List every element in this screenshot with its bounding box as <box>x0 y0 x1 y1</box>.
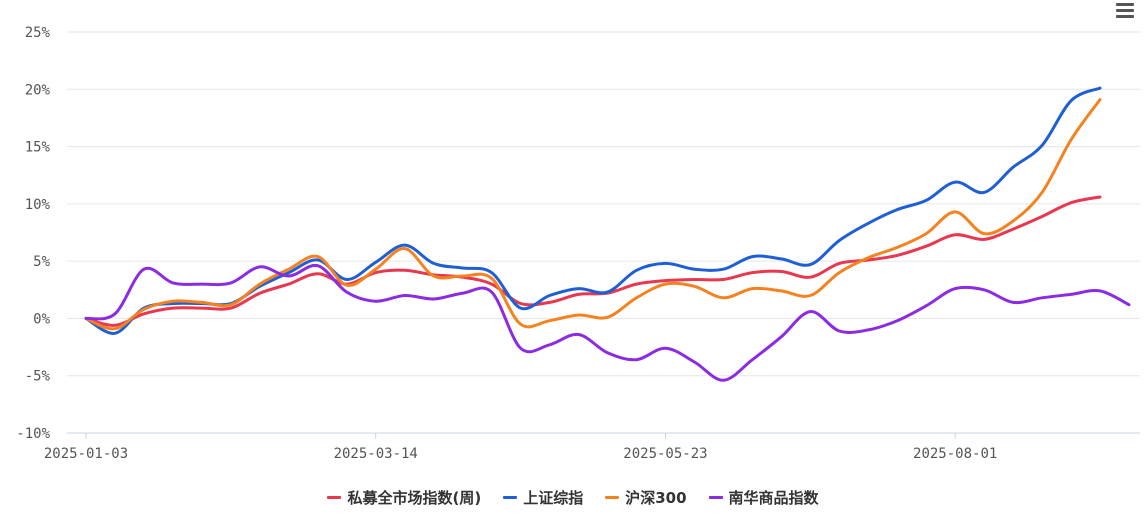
gridlines <box>67 31 1140 377</box>
x-tick-label: 2025-03-14 <box>334 446 418 462</box>
hamburger-menu-icon[interactable] <box>1114 2 1136 18</box>
legend-label: 沪深300 <box>625 488 687 507</box>
y-tick-label: 20% <box>25 82 51 98</box>
legend-label: 私募全市场指数(周) <box>347 488 482 507</box>
x-axis: 2025-01-03 2025-03-14 2025-05-23 2025-08-01 <box>44 432 1140 462</box>
series-line-private-fund-index <box>84 195 1102 327</box>
legend-label: 南华商品指数 <box>728 488 819 507</box>
series-line-shanghai-composite <box>84 86 1102 335</box>
y-tick-label: 10% <box>25 197 51 213</box>
legend-swatch <box>327 495 342 499</box>
legend-item-csi300[interactable]: 沪深300 <box>605 487 687 508</box>
y-axis-tick-labels: 25% 20% 15% 10% 5% 0% -5% -10% <box>16 25 50 442</box>
y-tick-label: 5% <box>33 254 50 270</box>
legend-swatch <box>708 495 723 499</box>
series-lines <box>84 86 1131 382</box>
series-line-csi300 <box>84 98 1102 331</box>
y-tick-label: 25% <box>25 25 51 41</box>
legend-swatch <box>605 495 620 499</box>
legend-label: 上证综指 <box>523 488 584 507</box>
legend: 私募全市场指数(周) 上证综指 沪深300 南华商品指数 <box>0 484 1146 510</box>
x-tick-label: 2025-08-01 <box>913 446 997 462</box>
line-chart: 25%20%15%10%5%0%-5%-10% 2025-01-03 2025-0… <box>16 25 1140 462</box>
x-tick-label: 2025-05-23 <box>623 446 707 462</box>
y-tick-label: 0% <box>33 311 50 327</box>
y-tick-label: 15% <box>25 140 51 156</box>
y-tick-label: -5% <box>25 369 51 385</box>
legend-item-shanghai-composite[interactable]: 上证综指 <box>503 487 583 508</box>
x-tick-label: 2025-01-03 <box>44 446 128 462</box>
y-tick-label: -10% <box>16 426 50 442</box>
legend-swatch <box>503 495 518 499</box>
series-line-nanhua-commodity <box>84 263 1131 382</box>
legend-item-nanhua-commodity[interactable]: 南华商品指数 <box>708 487 819 508</box>
legend-item-private-fund-index[interactable]: 私募全市场指数(周) <box>327 487 481 508</box>
